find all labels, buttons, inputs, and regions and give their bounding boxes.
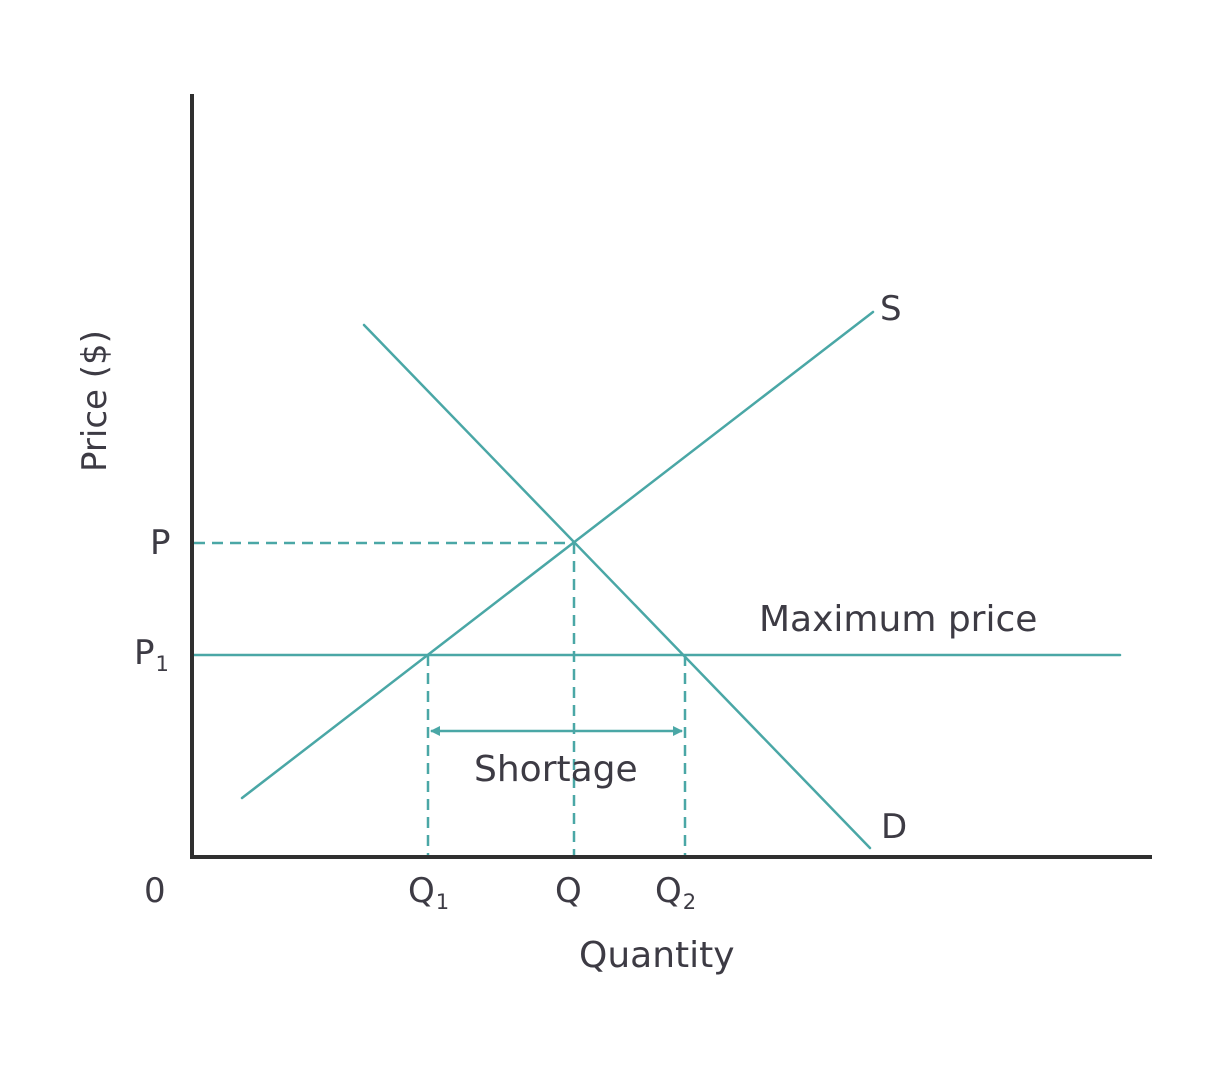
demand-label: D [881,807,908,847]
q1-tick-label: Q1 [408,871,449,912]
guide-lines [194,541,687,855]
q2-tick-label: Q2 [655,871,696,912]
p1-tick-label: P1 [134,633,169,674]
curves [192,310,1122,850]
p1-tick-text: P [134,633,155,673]
origin-label: 0 [144,871,166,911]
p1-subscript: 1 [155,651,169,677]
p-tick-label: P [150,526,171,560]
axes [190,94,1152,859]
supply-label: S [880,289,902,329]
p-tick-text: P [150,523,171,563]
y-axis-label: Price ($) [75,330,115,472]
q-tick-label: Q [555,871,582,911]
demand-curve [362,323,872,850]
shortage-label: Shortage [474,749,638,790]
q1-subscript: 1 [435,889,450,915]
q1-tick-text: Q [408,871,435,911]
q2-subscript: 2 [682,889,697,915]
maximum-price-label: Maximum price [759,599,1038,640]
supply-curve [240,310,875,800]
q2-tick-text: Q [655,871,682,911]
x-axis-label: Quantity [579,935,735,976]
